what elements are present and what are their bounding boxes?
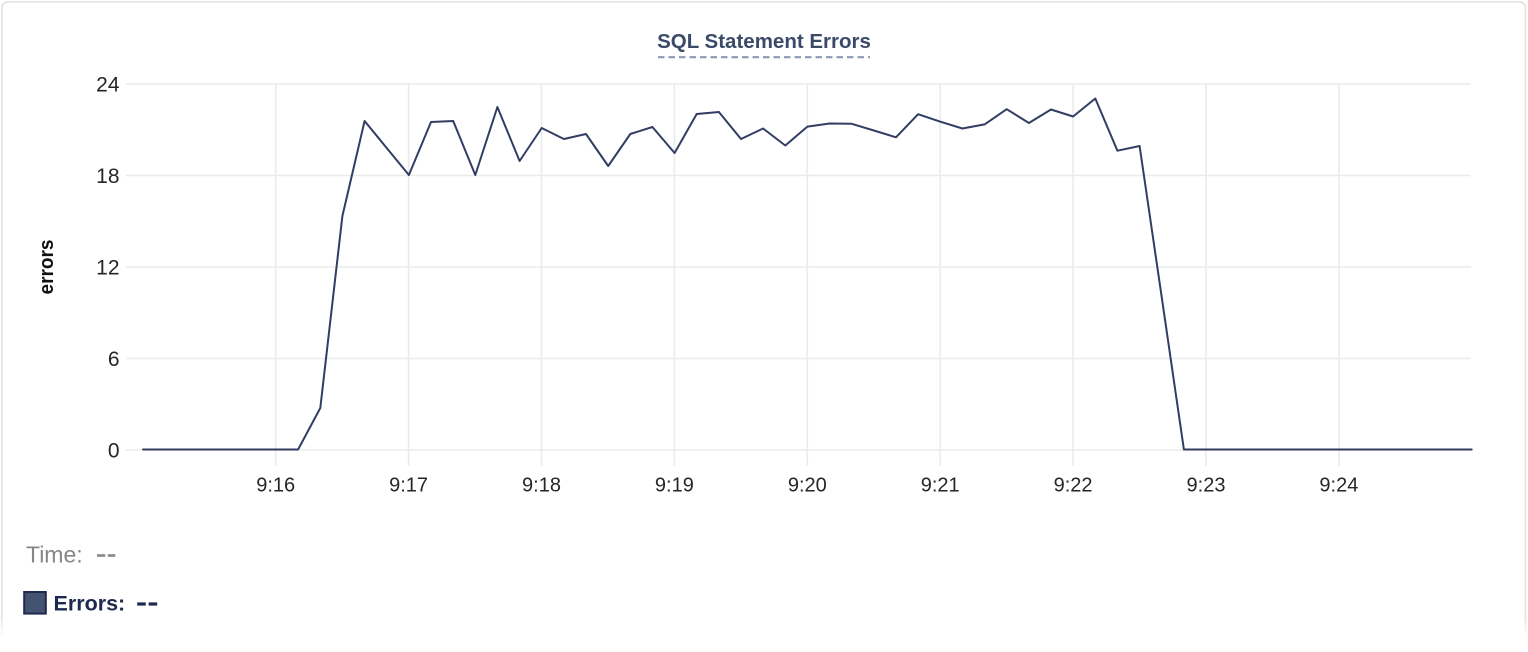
svg-text:SQL Statement Errors: SQL Statement Errors <box>657 30 871 53</box>
svg-text:9:16: 9:16 <box>256 475 295 497</box>
svg-text:9:18: 9:18 <box>522 475 561 497</box>
svg-text:9:24: 9:24 <box>1319 475 1358 497</box>
svg-text:9:17: 9:17 <box>389 475 428 497</box>
svg-text:9:21: 9:21 <box>921 475 960 497</box>
svg-text:Time:: Time: <box>26 542 83 568</box>
svg-text:9:19: 9:19 <box>655 475 694 497</box>
svg-text:9:23: 9:23 <box>1187 475 1226 497</box>
svg-text:18: 18 <box>96 165 119 188</box>
svg-text:12: 12 <box>96 256 119 279</box>
svg-text:Errors:: Errors: <box>54 592 126 616</box>
svg-text:9:20: 9:20 <box>788 475 827 497</box>
svg-text:6: 6 <box>108 348 120 371</box>
svg-text:9:22: 9:22 <box>1054 475 1093 497</box>
svg-text:errors: errors <box>36 240 58 295</box>
svg-text:0: 0 <box>108 439 120 462</box>
svg-text:24: 24 <box>96 73 120 96</box>
